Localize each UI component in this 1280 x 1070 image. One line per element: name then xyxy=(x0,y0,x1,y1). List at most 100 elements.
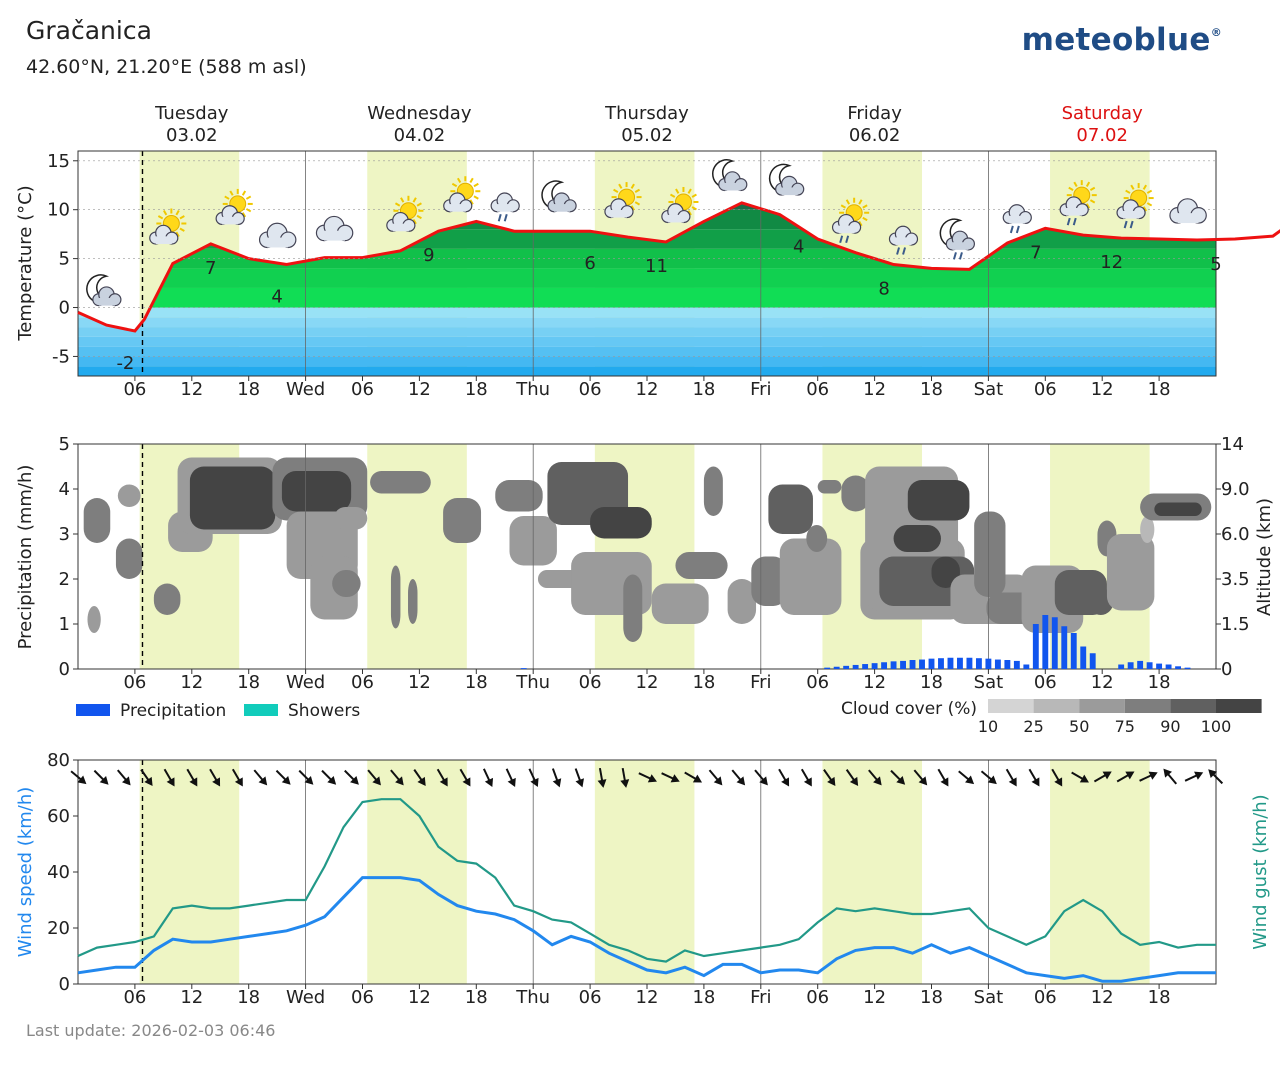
y-tick-label: 40 xyxy=(47,862,70,883)
wind-arrow-icon xyxy=(638,772,657,783)
day-date: 07.02 xyxy=(1076,125,1128,146)
temperature-band xyxy=(78,356,1216,367)
x-tick-label: 06 xyxy=(1034,987,1057,1008)
wind-arrow-icon xyxy=(958,770,975,785)
registered-mark: ® xyxy=(1210,26,1222,39)
x-tick-label: 06 xyxy=(351,987,374,1008)
wind-arrow-icon xyxy=(551,768,562,788)
altitude-axis-label: Altitude (km) xyxy=(1254,498,1275,616)
sun-cloud-icon xyxy=(149,208,187,245)
precipitation-legend: Precipitation Showers xyxy=(76,701,360,721)
precipitation-bar xyxy=(843,665,850,669)
wind-arrow-icon xyxy=(1071,771,1089,783)
x-tick-label: 18 xyxy=(237,379,260,400)
x-tick-label: Wed xyxy=(286,987,325,1008)
x-tick-label: 18 xyxy=(237,987,260,1008)
x-tick-label: 12 xyxy=(1091,987,1114,1008)
wind-arrow-icon xyxy=(186,768,198,787)
temperature-line xyxy=(77,201,1280,333)
x-tick-label: 12 xyxy=(863,379,886,400)
sun-cloud-icon xyxy=(386,195,424,232)
precipitation-bar xyxy=(1042,615,1049,669)
x-tick-label: 06 xyxy=(123,987,146,1008)
weather-icons xyxy=(86,159,1207,307)
y-tick-label: 5 xyxy=(59,249,70,270)
y-tick-label: 4 xyxy=(59,479,70,500)
y-tick-label: 5 xyxy=(59,434,70,455)
wind-arrow-icon xyxy=(800,768,812,787)
x-tick-label: 06 xyxy=(1034,672,1057,693)
x-tick-label: Fri xyxy=(750,987,771,1008)
wind-arrow-icon xyxy=(845,769,859,787)
daylight-band xyxy=(1050,760,1150,984)
wind-arrow-icon xyxy=(344,769,359,785)
wind-arrow-icon xyxy=(574,768,584,788)
wind-arrow-icon xyxy=(1208,769,1224,785)
wind-arrow-icon xyxy=(868,769,882,786)
x-tick-label: 12 xyxy=(408,987,431,1008)
x-tick-label: Sat xyxy=(974,672,1004,693)
temperature-band xyxy=(78,327,1216,337)
meteoblue-logo[interactable]: meteoblue® xyxy=(1022,22,1222,58)
precipitation-bar xyxy=(966,657,973,669)
cloud-blob xyxy=(408,579,418,624)
x-tick-label: 06 xyxy=(579,672,602,693)
wind-arrow-icon xyxy=(1028,768,1040,787)
y-tick-label: 80 xyxy=(47,750,70,771)
precipitation-bar xyxy=(994,659,1001,669)
wind-arrow-icon xyxy=(253,769,268,786)
x-tick-label: 18 xyxy=(465,672,488,693)
cloud-blob xyxy=(115,538,143,579)
wind-arrow-icon xyxy=(436,768,448,787)
temperature-label: 11 xyxy=(645,256,668,277)
cloud-cover xyxy=(83,457,1212,642)
x-tick-label: 18 xyxy=(465,987,488,1008)
cloud-blob xyxy=(727,579,757,624)
temperature-label: 5 xyxy=(1210,254,1221,275)
sun-cloud-icon xyxy=(604,182,642,219)
x-tick-label: 06 xyxy=(579,379,602,400)
y-tick-label: 0 xyxy=(59,659,70,680)
wind-panel: 0 20 40 60 80 Wind speed (km/h) Wind gust (km/… xyxy=(15,750,1271,1008)
wind-arrow-icon xyxy=(1005,768,1017,787)
x-tick-label: 06 xyxy=(579,987,602,1008)
wind-arrow-icon xyxy=(684,771,703,783)
wind-arrow-icon xyxy=(597,767,607,788)
x-tick-label: Sat xyxy=(974,987,1004,1008)
precipitation-bar xyxy=(975,658,982,669)
temperature-label: 4 xyxy=(271,286,282,307)
precipitation-bar xyxy=(1032,624,1039,669)
x-tick-label: Fri xyxy=(750,672,771,693)
cloud-blob xyxy=(390,565,401,629)
temperature-label: 9 xyxy=(423,245,434,266)
temperature-band xyxy=(78,346,1216,357)
x-tick-label: 12 xyxy=(180,672,203,693)
temperature-panel: -5 0 5 10 15 Temperature (°C) 06 12 18 Wed 06 12 18 T… xyxy=(15,150,1280,400)
cloud-blob xyxy=(87,606,101,633)
y-tick-label: 2 xyxy=(59,569,70,590)
day-date: 03.02 xyxy=(166,125,218,146)
wind-arrow-icon xyxy=(298,769,314,785)
x-tick-label: 18 xyxy=(1148,987,1171,1008)
x-tick-label: Thu xyxy=(515,987,550,1008)
wind-arrow-icon xyxy=(937,768,949,787)
cloud-cover-legend-title: Cloud cover (%) xyxy=(841,699,977,719)
altitude-tick-label: 6.0 xyxy=(1221,524,1250,545)
cloud-blob xyxy=(768,484,813,534)
location-coordinates: 42.60°N, 21.20°E (588 m asl) xyxy=(26,56,307,78)
precipitation-bar xyxy=(1146,662,1153,669)
sun-rain-cloud-icon xyxy=(1116,183,1154,229)
x-tick-label: 18 xyxy=(920,987,943,1008)
temperature-label: 7 xyxy=(205,258,216,279)
wind-arrow-icon xyxy=(823,769,836,787)
cloud-blob xyxy=(370,471,431,494)
cloud-blob xyxy=(443,498,482,543)
day-date: 06.02 xyxy=(849,125,901,146)
x-tick-label: 12 xyxy=(408,672,431,693)
wind-arrow-icon xyxy=(890,769,906,785)
wind-arrow-icon xyxy=(209,768,221,787)
cloud-cover-swatch xyxy=(1079,699,1125,713)
day-name: Friday xyxy=(847,103,902,124)
x-tick-label: Sat xyxy=(974,379,1004,400)
cloud-blob xyxy=(651,583,709,624)
